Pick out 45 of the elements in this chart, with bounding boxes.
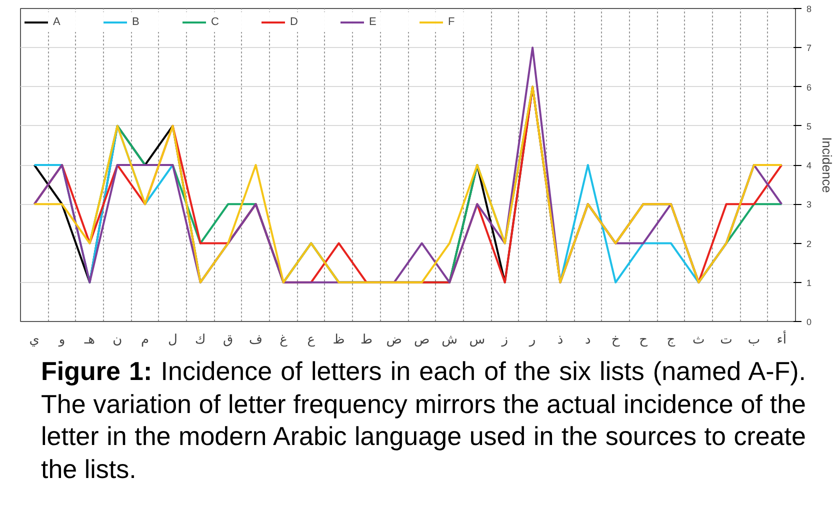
x-tick-label: ح bbox=[639, 332, 648, 348]
x-tick-label: ب bbox=[748, 332, 760, 348]
x-tick-label: أء bbox=[776, 330, 787, 348]
x-tick-label: خ bbox=[611, 332, 620, 348]
x-tick-label: ط bbox=[360, 332, 372, 348]
legend-label: B bbox=[132, 16, 140, 28]
x-tick-label: ق bbox=[223, 332, 234, 348]
y-tick-label: 3 bbox=[806, 200, 812, 210]
y-tick-label: 5 bbox=[806, 121, 812, 132]
x-tick-label: غ bbox=[280, 332, 288, 348]
y-tick-label: 2 bbox=[806, 238, 812, 249]
x-tick-label: ش bbox=[442, 332, 458, 348]
caption: Figure 1: Incidence of letters in each of the six lists (named A-F). The variation of letter frequency mirrors the actual incidence of the letter in the modern Arabic language used in the sources to create the lists. bbox=[41, 355, 806, 485]
x-tick-label: ف bbox=[249, 332, 263, 348]
x-tick-label: ن bbox=[112, 332, 122, 348]
x-tick-label: ظ bbox=[332, 332, 345, 348]
x-tick-label: ز bbox=[500, 332, 508, 348]
y-tick-label: 6 bbox=[806, 82, 812, 92]
legend-label: E bbox=[369, 16, 378, 28]
legend-label: F bbox=[448, 16, 456, 28]
x-tick-label: و bbox=[58, 332, 66, 348]
x-tick-label: ث bbox=[692, 332, 705, 348]
x-tick-label: ر bbox=[528, 332, 536, 348]
y-tick-label: 4 bbox=[806, 160, 812, 170]
x-tick-label: ل bbox=[168, 332, 178, 348]
x-tick-label: ص bbox=[414, 332, 430, 348]
x-tick-label: هـ bbox=[83, 332, 96, 348]
legend-label: A bbox=[53, 16, 62, 28]
y-tick-label: 7 bbox=[806, 43, 812, 54]
x-tick-label: ت bbox=[720, 332, 732, 348]
legend-label: D bbox=[290, 16, 299, 28]
x-tick-label: ذ bbox=[557, 332, 564, 348]
x-tick-label: ع bbox=[307, 332, 316, 348]
x-tick-label: ك bbox=[195, 332, 206, 348]
y-axis-title: Incidence bbox=[820, 137, 835, 193]
x-tick-label: ج bbox=[666, 332, 676, 348]
y-tick-label: 8 bbox=[806, 4, 812, 14]
y-tick-label: 1 bbox=[806, 278, 812, 288]
x-tick-label: ض bbox=[386, 332, 402, 348]
x-tick-label: س bbox=[469, 332, 486, 348]
x-tick-label: م bbox=[141, 332, 150, 348]
y-tick-label: 0 bbox=[806, 317, 812, 327]
legend-label: C bbox=[211, 16, 220, 28]
x-tick-label: د bbox=[585, 332, 592, 348]
x-tick-label: ي bbox=[29, 332, 40, 348]
